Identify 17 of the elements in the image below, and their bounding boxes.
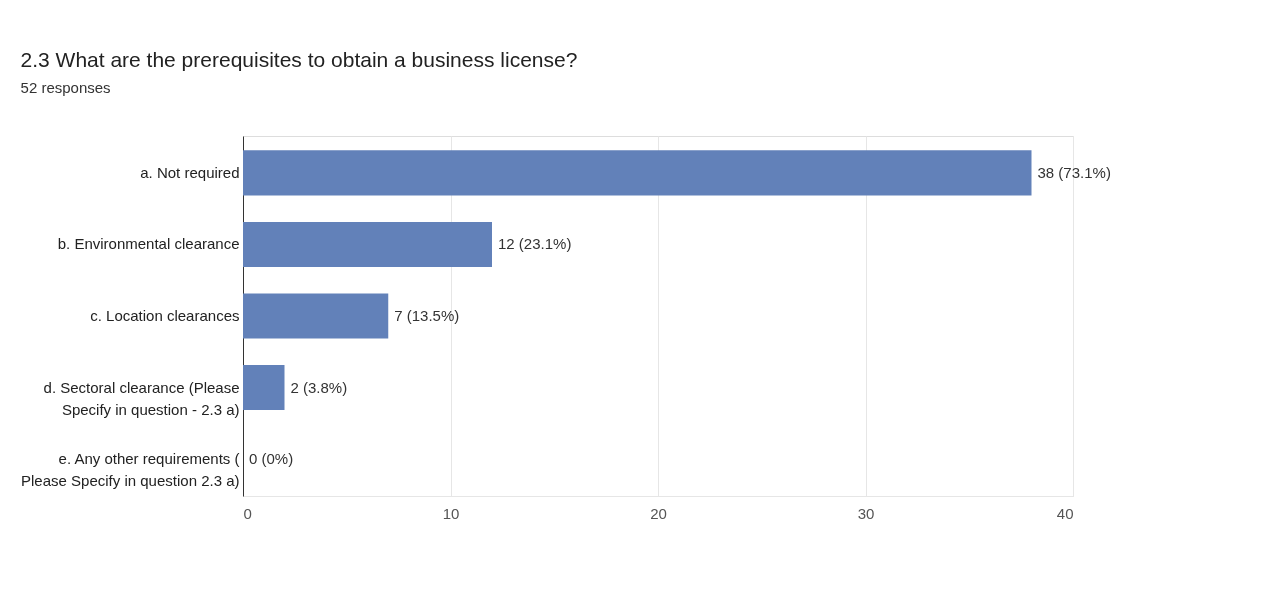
y-tick-label: e. Any other requirements ( Please Specify in question 2.3 a): [21, 450, 240, 490]
data-label: 7 (13.5%): [394, 307, 460, 324]
data-label: 38 (73.1%): [1037, 163, 1111, 181]
x-tick-label: 10: [442, 504, 460, 522]
y-tick-label: b. Environmental clearance: [57, 235, 240, 253]
data-label: 12 (23.1%): [498, 235, 572, 253]
x-tick-label: 20: [650, 504, 667, 522]
x-tick-label: 0: [243, 504, 252, 522]
chart-title: 2.3 What are the prerequisites to obtain a business license?: [20, 48, 578, 71]
data-label: 2 (3.8%): [290, 378, 348, 396]
y-tick-label: a. Not required: [140, 163, 240, 181]
y-tick-label: c. Location clearances: [90, 307, 240, 324]
x-tick-label: 40: [1056, 504, 1074, 522]
y-tick-label: d. Sectoral clearance (Please Specify in question - 2.3 a): [43, 378, 240, 418]
x-tick-label: 30: [857, 504, 875, 522]
text: 52 responses: [20, 79, 111, 96]
data-label: 0 (0%): [249, 450, 294, 468]
